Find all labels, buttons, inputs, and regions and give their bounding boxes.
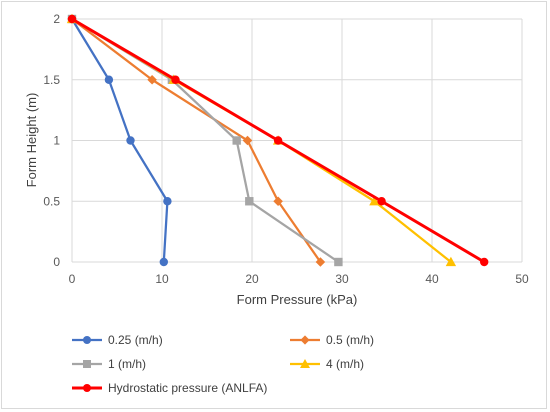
data-point [273, 196, 283, 207]
legend-item: 0.5 (m/h) [290, 333, 374, 347]
data-point [83, 336, 91, 344]
x-axis-ticks: 0 10 20 30 40 50 [69, 272, 529, 286]
legend: 0.25 (m/h) 0.5 (m/h) 1 (m/h) 4 (m/h) Hydrost… [72, 333, 374, 395]
data-point [300, 335, 310, 345]
y-axis-title: Form Height (m) [24, 93, 39, 188]
legend-label: 4 (m/h) [326, 357, 364, 371]
y-tick-label: 1.5 [43, 73, 60, 87]
x-tick-label: 40 [425, 272, 439, 286]
series-layer [66, 13, 489, 267]
legend-item: 1 (m/h) [72, 357, 146, 371]
data-point [273, 136, 283, 145]
data-point [147, 74, 157, 85]
data-point [104, 75, 114, 84]
data-point [369, 196, 380, 206]
data-point [171, 75, 180, 84]
data-point [242, 135, 253, 146]
data-point [83, 384, 91, 392]
legend-item: Hydrostatic pressure (ANLFA) [72, 381, 267, 395]
data-point [377, 197, 386, 206]
legend-item: 0.25 (m/h) [72, 333, 163, 347]
data-point [67, 14, 77, 24]
data-point [163, 197, 172, 206]
gridlines [71, 18, 523, 263]
y-tick-label: 0.5 [43, 194, 60, 208]
data-point [245, 197, 254, 206]
x-tick-label: 20 [245, 272, 259, 286]
legend-label: 1 (m/h) [108, 357, 146, 371]
series-5 [67, 14, 489, 267]
data-point [83, 360, 91, 368]
legend-item: 4 (m/h) [290, 357, 364, 371]
y-tick-label: 1 [53, 134, 60, 148]
data-point [300, 359, 310, 368]
data-point [480, 257, 489, 267]
x-tick-label: 30 [335, 272, 349, 286]
legend-label: Hydrostatic pressure (ANLFA) [108, 381, 267, 395]
data-point [315, 257, 326, 267]
x-tick-label: 10 [155, 272, 169, 286]
x-tick-label: 0 [69, 272, 76, 286]
data-point [159, 257, 168, 267]
data-point [126, 136, 135, 145]
y-tick-label: 0 [53, 255, 60, 269]
data-point [445, 256, 457, 267]
x-tick-label: 50 [515, 272, 529, 286]
legend-label: 0.5 (m/h) [326, 333, 374, 347]
legend-label: 0.25 (m/h) [108, 333, 163, 347]
y-axis-ticks: 0 0.5 1 1.5 2 [43, 12, 60, 269]
y-tick-label: 2 [53, 12, 60, 26]
x-axis-title: Form Pressure (kPa) [237, 292, 358, 307]
data-point [232, 136, 241, 145]
data-point [334, 257, 343, 267]
